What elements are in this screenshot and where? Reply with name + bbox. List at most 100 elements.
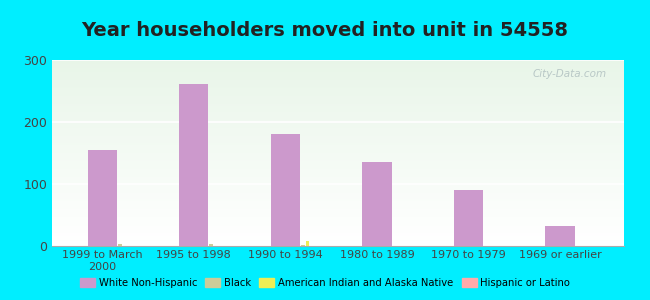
Bar	[52, 84, 624, 85]
Bar	[52, 154, 624, 155]
Bar	[52, 101, 624, 102]
Bar	[52, 106, 624, 107]
Bar	[52, 192, 624, 193]
Bar	[52, 195, 624, 196]
Bar	[52, 230, 624, 231]
Bar	[52, 176, 624, 177]
Bar	[52, 243, 624, 244]
Bar	[52, 201, 624, 202]
Bar	[52, 168, 624, 169]
Bar	[52, 179, 624, 180]
Bar	[52, 163, 624, 164]
Bar	[545, 226, 575, 246]
Bar	[52, 199, 624, 200]
Bar	[52, 238, 624, 239]
Bar	[52, 206, 624, 207]
Bar	[52, 183, 624, 184]
Bar	[52, 200, 624, 201]
Bar	[52, 152, 624, 153]
Bar	[52, 145, 624, 146]
Bar	[52, 62, 624, 63]
Bar	[52, 148, 624, 149]
Bar	[52, 225, 624, 226]
Bar	[52, 72, 624, 73]
Text: City-Data.com: City-Data.com	[533, 69, 607, 79]
Bar	[52, 97, 624, 98]
Bar	[52, 165, 624, 166]
Bar	[52, 173, 624, 174]
Bar	[52, 207, 624, 208]
Bar	[52, 159, 624, 160]
Bar	[52, 155, 624, 156]
Bar	[52, 205, 624, 206]
Legend: White Non-Hispanic, Black, American Indian and Alaska Native, Hispanic or Latino: White Non-Hispanic, Black, American Indi…	[75, 274, 575, 292]
Bar	[52, 190, 624, 191]
Bar	[52, 104, 624, 105]
Bar	[52, 233, 624, 234]
Bar	[52, 105, 624, 106]
Bar	[52, 98, 624, 99]
Bar	[52, 151, 624, 152]
Bar	[52, 139, 624, 140]
Bar	[52, 96, 624, 97]
Bar	[52, 79, 624, 80]
Bar	[52, 118, 624, 119]
Bar	[52, 162, 624, 163]
Bar	[52, 188, 624, 189]
Bar	[52, 244, 624, 245]
Bar	[52, 140, 624, 141]
Bar	[118, 244, 122, 246]
Bar	[52, 234, 624, 235]
Bar	[52, 67, 624, 68]
Bar	[52, 76, 624, 77]
Bar	[362, 162, 391, 246]
Bar	[52, 73, 624, 74]
Bar	[52, 123, 624, 124]
Bar	[301, 245, 305, 246]
Bar	[52, 83, 624, 84]
Bar	[52, 232, 624, 233]
Bar	[52, 197, 624, 198]
Bar	[52, 88, 624, 89]
Bar	[52, 212, 624, 214]
Bar	[52, 228, 624, 229]
Bar	[52, 217, 624, 218]
Bar	[52, 245, 624, 246]
Bar	[52, 238, 624, 239]
Bar	[52, 64, 624, 66]
Bar	[52, 169, 624, 170]
Bar	[52, 156, 624, 157]
Bar	[52, 204, 624, 205]
Bar	[52, 231, 624, 232]
Bar	[52, 235, 624, 236]
Bar	[52, 122, 624, 123]
Bar	[52, 120, 624, 122]
Bar	[52, 127, 624, 128]
Bar	[52, 172, 624, 173]
Bar	[52, 185, 624, 187]
Bar	[52, 91, 624, 92]
Bar	[52, 147, 624, 148]
Bar	[52, 87, 624, 88]
Bar	[52, 100, 624, 101]
Bar	[52, 128, 624, 129]
Bar	[52, 189, 624, 190]
Bar	[52, 102, 624, 103]
Bar	[52, 143, 624, 144]
Bar	[52, 191, 624, 192]
Bar	[52, 95, 624, 96]
Bar	[52, 77, 624, 78]
Bar	[52, 142, 624, 143]
Bar	[52, 150, 624, 151]
Bar	[52, 107, 624, 108]
Bar	[52, 202, 624, 203]
Bar	[52, 124, 624, 125]
Bar	[52, 236, 624, 237]
Bar	[52, 160, 624, 161]
Bar	[52, 71, 624, 72]
Bar	[52, 119, 624, 120]
Bar	[52, 194, 624, 195]
Bar	[52, 208, 624, 209]
Bar	[52, 210, 624, 211]
Bar	[52, 219, 624, 220]
